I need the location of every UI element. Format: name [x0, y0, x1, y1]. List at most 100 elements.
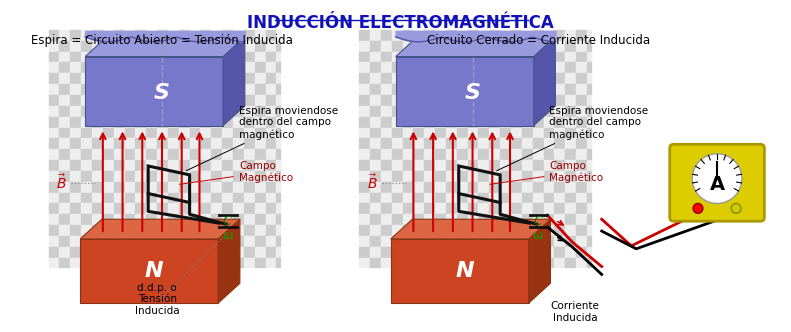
Bar: [211, 236, 222, 247]
Bar: [179, 73, 190, 84]
Bar: [168, 247, 179, 258]
Bar: [255, 149, 266, 160]
Bar: [255, 30, 266, 41]
Bar: [456, 52, 467, 62]
Bar: [522, 138, 532, 149]
Text: ω: ω: [221, 228, 233, 241]
Bar: [157, 41, 168, 52]
Bar: [190, 214, 200, 225]
Bar: [435, 95, 446, 106]
Bar: [81, 214, 92, 225]
Bar: [392, 214, 403, 225]
Bar: [479, 225, 490, 236]
Bar: [92, 95, 103, 106]
Bar: [414, 127, 424, 138]
Bar: [81, 138, 92, 149]
Bar: [233, 84, 244, 95]
Bar: [380, 236, 392, 247]
Bar: [543, 258, 554, 267]
Polygon shape: [223, 37, 244, 125]
Bar: [566, 149, 576, 160]
Bar: [566, 160, 576, 171]
Bar: [168, 84, 179, 95]
Bar: [446, 171, 456, 182]
Bar: [168, 258, 179, 267]
Bar: [435, 52, 446, 62]
Bar: [543, 171, 554, 182]
Bar: [543, 236, 554, 247]
Bar: [446, 127, 456, 138]
Bar: [446, 247, 456, 258]
Bar: [124, 171, 135, 182]
Bar: [403, 117, 414, 127]
Bar: [233, 247, 244, 258]
Bar: [179, 138, 190, 149]
Bar: [200, 225, 211, 236]
Bar: [168, 52, 179, 62]
Text: d.d.p. o
Tensión
Inducida: d.d.p. o Tensión Inducida: [134, 283, 180, 316]
Bar: [255, 73, 266, 84]
Bar: [566, 193, 576, 204]
Bar: [190, 127, 200, 138]
Bar: [48, 149, 59, 160]
Bar: [276, 247, 280, 258]
Bar: [124, 84, 135, 95]
Bar: [168, 149, 179, 160]
Bar: [59, 182, 70, 193]
Bar: [479, 62, 490, 73]
Bar: [490, 247, 500, 258]
Bar: [266, 127, 276, 138]
Bar: [392, 182, 403, 193]
Bar: [70, 204, 81, 214]
Polygon shape: [396, 37, 555, 56]
Bar: [211, 247, 222, 258]
Bar: [114, 138, 124, 149]
Bar: [114, 117, 124, 127]
Bar: [266, 149, 276, 160]
Bar: [380, 225, 392, 236]
Bar: [276, 84, 280, 95]
Bar: [81, 52, 92, 62]
Bar: [103, 171, 114, 182]
Bar: [424, 171, 435, 182]
Bar: [392, 41, 403, 52]
Bar: [479, 52, 490, 62]
Bar: [70, 236, 81, 247]
Bar: [359, 73, 370, 84]
Bar: [414, 52, 424, 62]
Bar: [511, 258, 522, 267]
Bar: [380, 30, 392, 41]
Bar: [479, 160, 490, 171]
Bar: [403, 127, 414, 138]
Bar: [403, 193, 414, 204]
Bar: [532, 84, 543, 95]
Bar: [48, 106, 59, 117]
Bar: [190, 62, 200, 73]
Bar: [576, 52, 587, 62]
Bar: [543, 160, 554, 171]
Bar: [70, 95, 81, 106]
Bar: [424, 225, 435, 236]
Bar: [380, 247, 392, 258]
Bar: [511, 127, 522, 138]
Bar: [500, 204, 511, 214]
Bar: [479, 127, 490, 138]
Bar: [233, 106, 244, 117]
Bar: [446, 73, 456, 84]
Bar: [135, 247, 146, 258]
Bar: [244, 62, 255, 73]
Bar: [179, 171, 190, 182]
Bar: [135, 182, 146, 193]
Bar: [380, 117, 392, 127]
Bar: [370, 62, 380, 73]
Bar: [276, 236, 280, 247]
Bar: [157, 204, 168, 214]
Bar: [200, 247, 211, 258]
Bar: [168, 138, 179, 149]
Bar: [543, 62, 554, 73]
Bar: [566, 106, 576, 117]
Bar: [587, 182, 591, 193]
Bar: [456, 258, 467, 267]
Bar: [392, 193, 403, 204]
Bar: [587, 73, 591, 84]
